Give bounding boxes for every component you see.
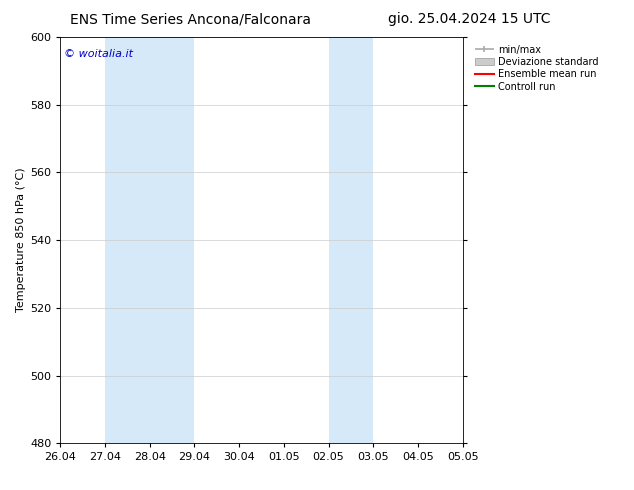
Bar bbox=[328, 37, 373, 443]
Text: gio. 25.04.2024 15 UTC: gio. 25.04.2024 15 UTC bbox=[388, 12, 550, 26]
Legend: min/max, Deviazione standard, Ensemble mean run, Controll run: min/max, Deviazione standard, Ensemble m… bbox=[472, 42, 602, 95]
Text: © woitalia.it: © woitalia.it bbox=[64, 49, 133, 59]
Y-axis label: Temperature 850 hPa (°C): Temperature 850 hPa (°C) bbox=[16, 168, 26, 313]
Text: ENS Time Series Ancona/Falconara: ENS Time Series Ancona/Falconara bbox=[70, 12, 311, 26]
Bar bbox=[105, 37, 195, 443]
